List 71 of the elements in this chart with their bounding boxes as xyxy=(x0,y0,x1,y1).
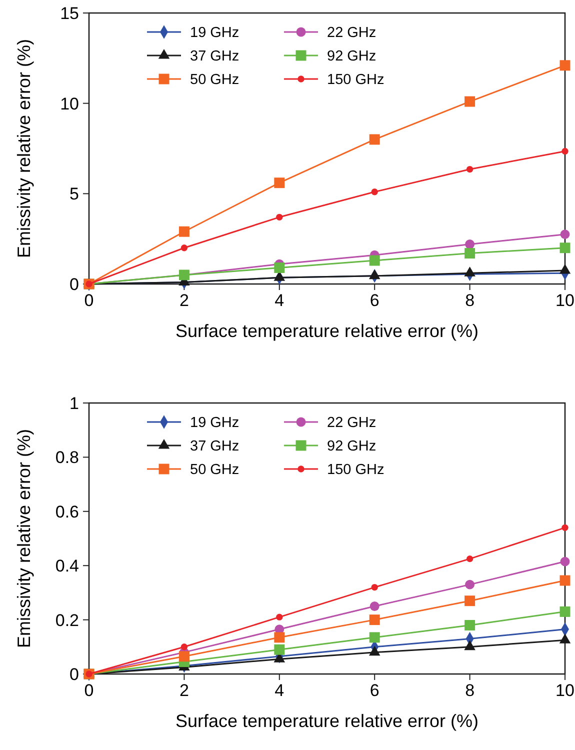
point xyxy=(465,240,475,249)
point xyxy=(274,262,285,273)
point xyxy=(370,602,380,611)
x-tick-label: 4 xyxy=(274,681,284,700)
x-tick-label: 6 xyxy=(370,681,380,700)
point xyxy=(274,632,285,643)
point xyxy=(464,620,476,630)
point xyxy=(560,60,570,71)
y-tick-label: 1 xyxy=(70,394,79,413)
point xyxy=(466,166,474,173)
point xyxy=(562,524,568,531)
legend-label: 19 GHz xyxy=(190,25,240,42)
x-tick-label: 0 xyxy=(84,681,94,700)
x-tick-label: 0 xyxy=(84,291,94,310)
x-tick-label: 6 xyxy=(370,291,380,310)
point xyxy=(369,632,380,643)
point xyxy=(560,606,570,617)
x-tick-label: 8 xyxy=(465,291,475,310)
y-axis-title: Emissivity relative error (%) xyxy=(14,428,34,648)
legend-label: 22 GHz xyxy=(327,415,376,432)
x-tick-label: 4 xyxy=(274,291,284,310)
x-tick-label: 2 xyxy=(179,681,189,700)
x-tick-label: 2 xyxy=(179,291,189,310)
legend-label: 50 GHz xyxy=(190,462,240,478)
y-tick-label: 0.6 xyxy=(55,502,79,522)
y-tick-label: 0.2 xyxy=(55,610,79,630)
y-axis-title: Emissivity relative error (%) xyxy=(14,38,34,258)
legend-label: 19 GHz xyxy=(190,415,240,432)
x-axis-title: Surface temperature relative error (%) xyxy=(175,321,479,341)
y-tick-label: 0.8 xyxy=(55,448,79,468)
point xyxy=(369,255,380,266)
point xyxy=(274,644,285,655)
point xyxy=(560,242,570,254)
legend-label: 37 GHz xyxy=(190,438,240,455)
point xyxy=(562,148,568,155)
y-tick-label: 15 xyxy=(60,4,79,23)
point xyxy=(180,244,188,252)
x-tick-label: 10 xyxy=(556,681,574,700)
point xyxy=(276,214,283,220)
point xyxy=(369,134,380,145)
x-axis-title: Surface temperature relative error (%) xyxy=(175,711,479,731)
point xyxy=(276,614,283,620)
point xyxy=(560,230,570,240)
x-tick-label: 8 xyxy=(465,681,475,700)
point xyxy=(464,96,476,107)
legend-label: 150 GHz xyxy=(327,462,384,478)
y-tick-label: 5 xyxy=(70,184,79,204)
point xyxy=(560,556,570,566)
legend-label: 22 GHz xyxy=(327,25,376,42)
legend-label: 150 GHz xyxy=(327,72,384,88)
point xyxy=(371,188,378,196)
point xyxy=(178,651,190,662)
legend-label: 37 GHz xyxy=(190,48,240,65)
point xyxy=(560,575,570,586)
point xyxy=(178,226,190,237)
point xyxy=(274,178,285,188)
y-tick-label: 10 xyxy=(60,94,79,114)
legend-label: 92 GHz xyxy=(327,438,376,455)
legend-label: 50 GHz xyxy=(190,72,240,88)
legend-label: 92 GHz xyxy=(327,48,376,65)
point xyxy=(369,614,380,626)
point xyxy=(466,555,474,562)
y-tick-label: 0 xyxy=(70,274,79,294)
point xyxy=(465,580,475,590)
point xyxy=(371,584,378,591)
y-tick-label: 0 xyxy=(70,664,79,684)
point xyxy=(464,596,476,606)
point xyxy=(180,644,188,650)
x-tick-label: 10 xyxy=(556,291,574,310)
y-tick-label: 0.4 xyxy=(55,556,79,576)
point xyxy=(464,248,476,259)
